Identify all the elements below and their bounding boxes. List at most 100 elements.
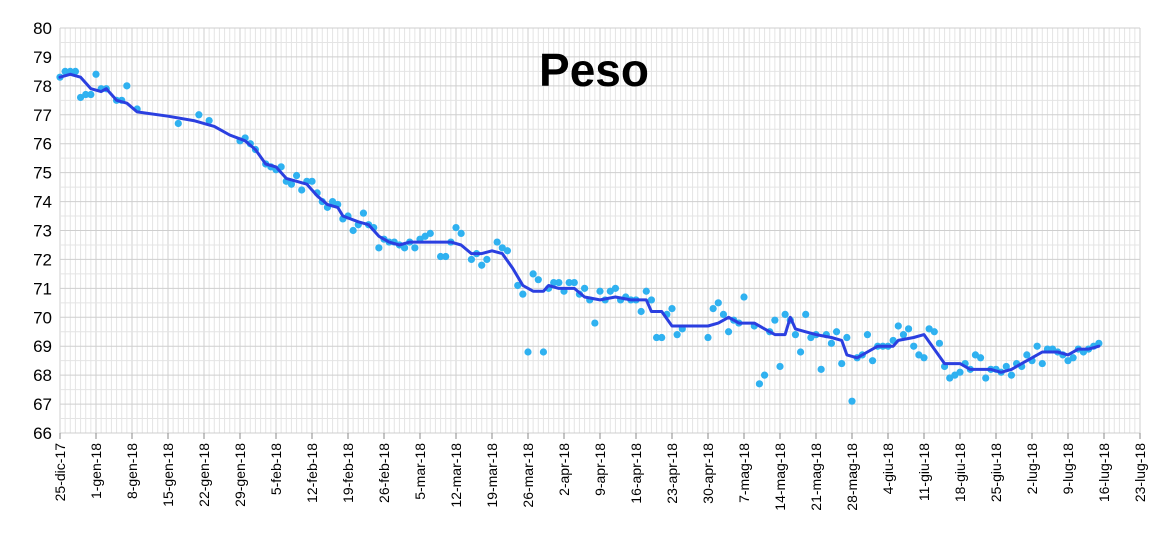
data-point: [534, 276, 542, 284]
data-point: [308, 177, 316, 185]
data-point: [442, 252, 450, 261]
data-point: [724, 328, 733, 336]
data-point: [287, 180, 296, 188]
data-point: [524, 348, 532, 356]
data-point: [791, 331, 800, 339]
data-point: [71, 67, 80, 75]
y-tick-label: 77: [33, 106, 52, 125]
x-tick-label: 19-feb-18: [340, 443, 356, 503]
y-axis-ticks: 66 67 68 69 70 71 72 73 74 75 76 77 78 79 80: [33, 19, 52, 443]
x-tick-label: 9-apr-18: [592, 443, 608, 496]
x-tick-label: 16-apr-18: [628, 443, 644, 504]
data-point: [1023, 351, 1031, 359]
data-point: [436, 252, 445, 261]
data-point: [426, 229, 434, 237]
data-point: [771, 316, 779, 324]
x-tick-label: 12-mar-18: [448, 443, 464, 508]
data-point: [776, 362, 784, 371]
data-point: [904, 325, 913, 333]
data-point: [493, 238, 501, 246]
data-point: [930, 328, 938, 336]
x-tick-label: 5-mar-18: [412, 443, 428, 500]
data-point: [82, 90, 90, 99]
x-tick-label: 30-apr-18: [700, 443, 716, 504]
data-point: [298, 186, 306, 194]
data-point: [123, 82, 131, 90]
x-tick-label: 7-mag-18: [736, 443, 752, 503]
data-point: [652, 333, 661, 342]
data-point: [863, 331, 872, 339]
data-point: [838, 359, 846, 368]
data-point: [92, 70, 100, 78]
data-point: [61, 67, 69, 75]
x-tick-label: 25-dic-17: [52, 443, 68, 502]
data-point: [976, 354, 985, 362]
y-tick-label: 75: [33, 164, 52, 183]
y-tick-label: 69: [33, 337, 52, 356]
data-point: [1033, 342, 1041, 350]
y-tick-label: 66: [33, 424, 52, 443]
x-tick-label: 23-lug-18: [1132, 443, 1148, 502]
x-tick-label: 26-mar-18: [520, 443, 536, 508]
data-point: [1095, 339, 1103, 347]
data-point: [205, 116, 213, 125]
x-tick-label: 29-gen-18: [232, 443, 248, 507]
data-point: [802, 310, 810, 318]
data-point: [555, 278, 563, 287]
data-point: [796, 348, 805, 356]
data-point: [868, 357, 877, 365]
data-point: [565, 278, 573, 287]
data-point: [195, 111, 203, 119]
x-tick-label: 8-gen-18: [124, 443, 140, 499]
data-point: [400, 244, 409, 252]
data-point: [591, 319, 599, 327]
data-point: [832, 328, 841, 336]
data-point: [956, 368, 964, 376]
data-point: [174, 119, 182, 128]
data-point: [539, 348, 548, 356]
data-point: [457, 229, 465, 237]
y-tick-label: 71: [33, 279, 52, 298]
x-tick-label: 16-lug-18: [1096, 443, 1112, 502]
data-point: [781, 310, 789, 318]
data-point: [529, 270, 537, 278]
x-tick-label: 28-mag-18: [844, 443, 860, 511]
x-tick-label: 2-apr-18: [556, 443, 572, 496]
data-point: [611, 284, 620, 292]
y-tick-label: 73: [33, 222, 52, 241]
data-point: [935, 339, 944, 347]
x-tick-label: 5-feb-18: [268, 443, 284, 495]
x-tick-label: 26-feb-18: [376, 443, 392, 503]
y-tick-label: 70: [33, 308, 52, 327]
y-tick-label: 67: [33, 395, 52, 414]
data-point: [1069, 354, 1077, 362]
data-point: [1038, 359, 1046, 368]
data-point: [714, 299, 722, 307]
data-point: [709, 305, 717, 313]
data-point: [848, 397, 856, 405]
data-point: [827, 339, 836, 347]
data-point: [740, 293, 748, 301]
y-tick-label: 79: [33, 48, 52, 67]
x-tick-label: 18-giu-18: [952, 443, 968, 502]
data-point: [87, 90, 95, 99]
data-point: [673, 331, 681, 339]
x-tick-label: 4-giu-18: [880, 443, 896, 495]
data-point: [899, 331, 908, 339]
trend-line-group: [58, 72, 1101, 374]
x-tick-label: 23-apr-18: [664, 443, 680, 504]
data-point: [817, 365, 825, 373]
y-tick-label: 80: [33, 19, 52, 38]
x-tick-label: 22-gen-18: [196, 443, 212, 507]
data-point: [719, 310, 728, 318]
x-axis-ticks: 25-dic-17 1-gen-18 8-gen-18 15-gen-18 22-gen…: [52, 433, 1148, 511]
y-tick-label: 68: [33, 366, 52, 385]
x-tick-label: 14-mag-18: [772, 443, 788, 511]
data-point: [349, 226, 357, 235]
grid: [59, 27, 1141, 434]
data-point: [519, 290, 527, 298]
data-point: [503, 247, 512, 255]
x-tick-label: 25-giu-18: [988, 443, 1004, 502]
data-point: [894, 322, 902, 330]
